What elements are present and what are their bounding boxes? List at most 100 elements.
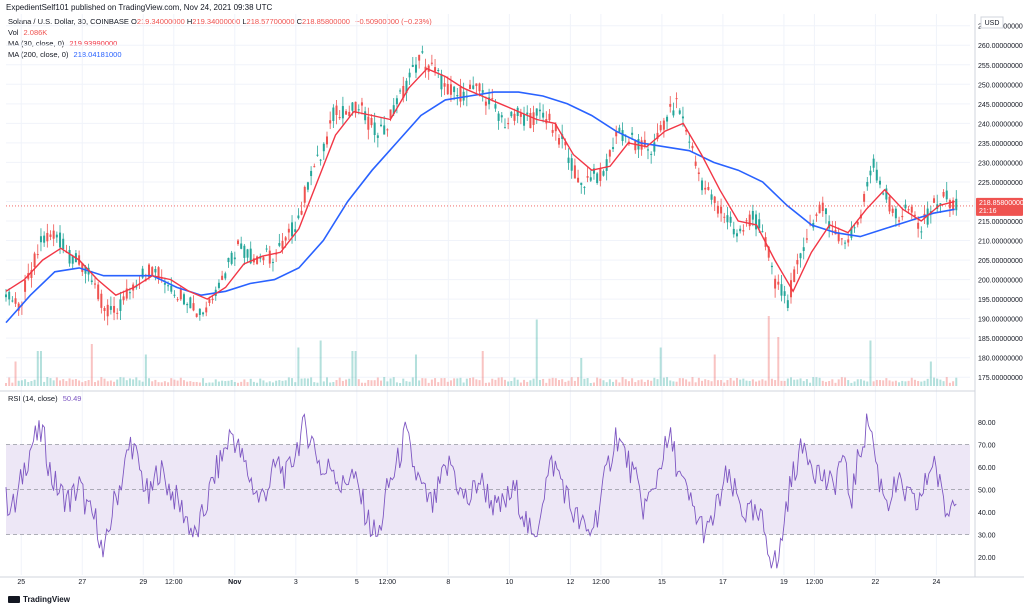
volume-bar <box>100 377 103 386</box>
volume-bar <box>281 380 284 386</box>
volume-bar <box>497 377 500 386</box>
ma200-line <box>5 91 955 324</box>
tradingview-logo-text: TradingView <box>23 595 70 604</box>
candle-body <box>796 260 799 265</box>
time-tick-label: 12:00 <box>165 579 183 586</box>
volume-bar <box>310 377 313 386</box>
volume-bar <box>770 378 773 386</box>
volume-bar <box>252 381 255 386</box>
volume-bar <box>602 380 605 386</box>
candle-body <box>761 231 764 233</box>
volume-bar <box>39 351 42 386</box>
candle-body <box>631 132 634 135</box>
volume-bar <box>678 378 681 386</box>
volume-bar <box>526 381 529 386</box>
candle-body <box>805 238 808 240</box>
candle-body <box>240 243 243 249</box>
volume-bar <box>325 377 328 386</box>
volume-bar <box>459 377 462 386</box>
volume-bar <box>799 378 802 386</box>
volume-bar <box>163 381 166 386</box>
volume-bar <box>179 377 182 386</box>
volume-bar <box>8 377 11 386</box>
volume-bar <box>106 381 109 386</box>
volume-bar <box>542 378 545 386</box>
candle-body <box>446 83 449 95</box>
volume-bar <box>491 378 494 386</box>
price-tick-label: 175.00000000 <box>978 375 1023 382</box>
volume-bar <box>793 379 796 386</box>
candle-body <box>421 51 424 53</box>
candle-body <box>472 85 475 89</box>
candle-body <box>573 165 576 179</box>
volume-bar <box>434 378 437 386</box>
volume-bar <box>952 381 955 386</box>
price-tick-label: 230.00000000 <box>978 160 1023 167</box>
candle-body <box>319 159 322 161</box>
candle-body <box>249 248 252 264</box>
volume-bar <box>859 379 862 386</box>
candle-body <box>17 303 20 311</box>
volume-bar <box>443 378 446 386</box>
volume-bar <box>249 378 252 386</box>
candle-body <box>202 312 205 315</box>
candle-body <box>217 282 220 288</box>
volume-bar <box>135 377 138 386</box>
candle-body <box>262 257 265 261</box>
volume-bar <box>275 380 278 386</box>
volume-bar <box>465 378 468 386</box>
volume-bar <box>380 380 383 386</box>
volume-bar <box>33 379 36 386</box>
volume-bar <box>761 379 764 386</box>
volume-bar <box>707 380 710 386</box>
time-tick-label: 5 <box>355 579 359 586</box>
candle-body <box>59 232 62 248</box>
candle-body <box>109 306 112 310</box>
candle-body <box>265 248 268 250</box>
volume-bar <box>294 382 297 386</box>
candle-body <box>952 200 955 211</box>
volume-bar <box>214 379 217 386</box>
volume-bar <box>882 380 885 386</box>
volume-bar <box>554 378 557 386</box>
candle-body <box>297 215 300 219</box>
candle-body <box>844 242 847 244</box>
candle-body <box>694 161 697 166</box>
candle-body <box>548 113 551 121</box>
candle-body <box>55 234 58 238</box>
volume-bar <box>227 380 230 386</box>
volume-bar <box>901 380 904 386</box>
candle-body <box>681 116 684 119</box>
legend-rsi-value: 50.49 <box>62 394 82 403</box>
ma30-line <box>5 67 955 300</box>
volume-bar <box>513 377 516 386</box>
time-tick-label: 15 <box>658 579 666 586</box>
time-axis[interactable]: 25 27 29 12:00 Nov 3 5 12:00 8 10 12 12:00 15 17 19 12:… <box>17 579 940 586</box>
volume-bar <box>157 382 160 386</box>
candle-body <box>605 159 608 171</box>
volume-bar <box>942 381 945 386</box>
tradingview-logo[interactable]: TradingView <box>8 595 70 604</box>
rsi-axis[interactable]: 80.00 70.00 60.00 50.00 40.00 30.00 20.00 <box>978 420 996 562</box>
candle-body <box>637 139 640 150</box>
candle-body <box>389 109 392 119</box>
candle-body <box>955 198 958 211</box>
volume-bar <box>278 380 281 386</box>
candle-body <box>853 227 856 229</box>
volume-bar <box>332 382 335 386</box>
candle-body <box>523 113 526 126</box>
candle-body <box>224 273 227 279</box>
candle-body <box>577 177 580 183</box>
candle-body <box>850 227 853 238</box>
candle-body <box>745 220 748 222</box>
candle-body <box>901 215 904 218</box>
candle-body <box>917 222 920 229</box>
candle-body <box>437 70 440 72</box>
time-tick-label: 3 <box>294 579 298 586</box>
candle-body <box>535 108 538 116</box>
volume-bar <box>755 381 758 386</box>
volume-bar <box>828 381 831 386</box>
volume-bar <box>694 382 697 386</box>
